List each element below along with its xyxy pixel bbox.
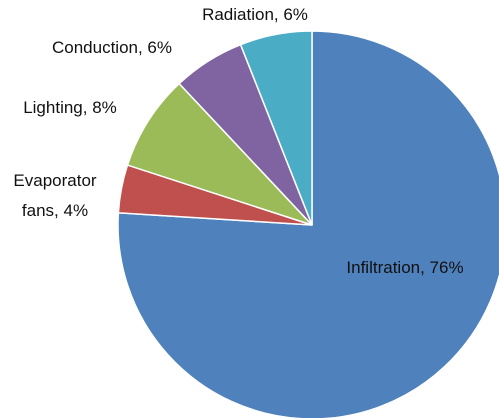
data-label: Radiation, 6% [202,5,308,24]
pie-slice [126,82,313,226]
data-label: Lighting, 8% [23,98,117,117]
data-label: Conduction, 6% [51,38,173,57]
pie-slice [117,30,499,418]
pie-slice [239,30,313,226]
data-label: Infiltration, 76% [346,258,464,277]
data-label: Evaporator fans, 4% [13,171,97,220]
